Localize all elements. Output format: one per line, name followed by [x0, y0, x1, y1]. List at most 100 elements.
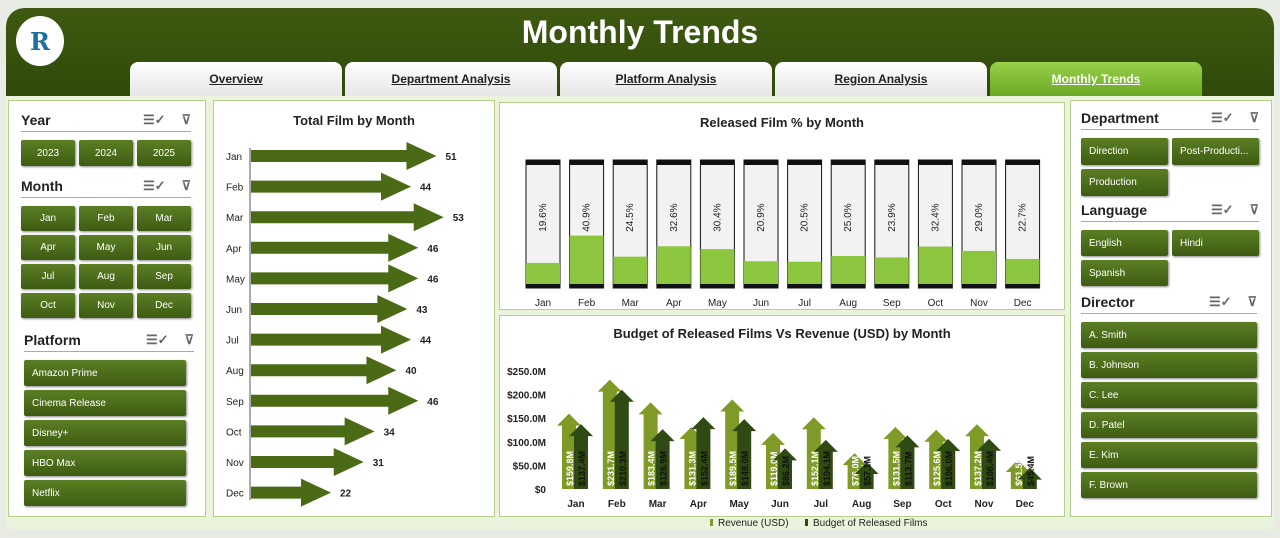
cylinder-base — [526, 284, 560, 288]
director-item[interactable]: E. Kim — [1081, 442, 1257, 468]
department-item[interactable]: Post-Producti... — [1172, 138, 1259, 165]
director-item[interactable]: A. Smith — [1081, 322, 1257, 348]
y-tick-label: $50.0M — [513, 461, 546, 472]
data-label: 44 — [420, 183, 432, 194]
category-label: Mar — [649, 499, 667, 510]
month-item[interactable]: Mar — [137, 206, 191, 231]
arrow-bar — [251, 448, 364, 476]
month-item[interactable]: Jun — [137, 235, 191, 260]
slicer-title: Platform — [24, 331, 81, 348]
cylinder-base — [874, 284, 909, 288]
tab-region-analysis[interactable]: Region Analysis — [775, 62, 987, 96]
slicer-title: Language — [1081, 201, 1148, 218]
director-item[interactable]: C. Lee — [1081, 382, 1257, 408]
tab-monthly-trends[interactable]: Monthly Trends — [990, 62, 1202, 96]
category-label: Aug — [852, 499, 871, 510]
year-item[interactable]: 2023 — [21, 140, 75, 166]
percent-fill — [962, 250, 996, 288]
data-label: $86.2M — [781, 456, 791, 486]
platform-item[interactable]: Netflix — [24, 480, 186, 506]
platform-slicer: Platform ☰✓ ⊽ Amazon Prime Cinema Release Dis… — [24, 331, 194, 506]
arrow-bar — [251, 142, 437, 170]
data-label: 44 — [420, 336, 432, 347]
category-label: Apr — [226, 244, 242, 255]
clear-filter-icon[interactable]: ⊽ — [1249, 202, 1259, 217]
month-item[interactable]: Feb — [79, 206, 133, 231]
cylinder-base — [962, 284, 996, 288]
percent-fill — [700, 249, 735, 288]
legend-swatch — [710, 519, 713, 526]
year-item[interactable]: 2025 — [137, 140, 191, 166]
tab-department-analysis[interactable]: Department Analysis — [345, 62, 557, 96]
year-slicer: Year ☰✓ ⊽ 2023 2024 2025 — [21, 111, 191, 166]
month-item[interactable]: Sep — [137, 264, 191, 289]
data-label: $57.1M — [863, 456, 873, 486]
arrow-bar — [251, 386, 419, 415]
legend-label: Revenue (USD) — [718, 518, 789, 529]
cylinder-cap — [831, 160, 866, 165]
multi-select-icon[interactable]: ☰✓ — [145, 332, 169, 347]
clear-filter-icon[interactable]: ⊽ — [181, 112, 191, 127]
multi-select-icon[interactable]: ☰✓ — [142, 178, 166, 193]
tab-platform-analysis[interactable]: Platform Analysis — [560, 62, 772, 96]
category-label: Sep — [883, 298, 901, 309]
language-item[interactable]: Hindi — [1172, 230, 1259, 256]
director-item[interactable]: B. Johnson — [1081, 352, 1257, 378]
month-item[interactable]: Jul — [21, 264, 75, 289]
clear-filter-icon[interactable]: ⊽ — [181, 178, 191, 193]
data-label: 19.6% — [538, 203, 549, 231]
arrow-bar — [251, 417, 375, 446]
multi-select-icon[interactable]: ☰✓ — [142, 112, 166, 127]
cylinder-cap — [656, 160, 691, 165]
multi-select-icon[interactable]: ☰✓ — [1210, 110, 1234, 125]
data-label: 20.5% — [800, 203, 811, 231]
tab-overview[interactable]: Overview — [130, 62, 342, 96]
director-item[interactable]: D. Patel — [1081, 412, 1257, 438]
language-slicer: Language ☰✓ ⊽ English Hindi Spanish — [1081, 201, 1259, 286]
clear-filter-icon[interactable]: ⊽ — [1247, 294, 1257, 309]
data-label: 22 — [340, 489, 352, 500]
month-item[interactable]: Dec — [137, 293, 191, 318]
department-item[interactable]: Production — [1081, 169, 1168, 196]
month-item[interactable]: Aug — [79, 264, 133, 289]
multi-select-icon[interactable]: ☰✓ — [1208, 294, 1232, 309]
platform-item[interactable]: Amazon Prime — [24, 360, 186, 386]
data-label: 46 — [427, 397, 439, 408]
percent-fill — [1005, 258, 1040, 288]
data-label: 40.9% — [582, 203, 593, 231]
data-label: 32.6% — [669, 203, 680, 231]
data-label: $125.6M — [932, 451, 942, 486]
slicer-header: Language ☰✓ ⊽ — [1081, 201, 1259, 222]
y-tick-label: $0 — [535, 485, 547, 496]
category-label: Jul — [814, 499, 829, 510]
category-label: Jul — [226, 336, 239, 347]
data-label: $126.9M — [659, 451, 669, 486]
department-item[interactable]: Direction — [1081, 138, 1168, 165]
arrow-bar — [251, 325, 411, 354]
month-item[interactable]: Jan — [21, 206, 75, 231]
month-item[interactable]: Oct — [21, 293, 75, 318]
y-tick-label: $100.0M — [507, 438, 546, 449]
arrow-bar — [977, 438, 1001, 489]
data-label: $152.1M — [810, 451, 820, 486]
platform-item[interactable]: Cinema Release — [24, 390, 186, 416]
director-item[interactable]: F. Brown — [1081, 472, 1257, 498]
chart-title: Budget of Released Films Vs Revenue (USD… — [613, 326, 951, 341]
platform-item[interactable]: Disney+ — [24, 420, 186, 446]
page-title: Monthly Trends — [521, 14, 759, 50]
cylinder-base — [613, 284, 648, 288]
platform-item[interactable]: HBO Max — [24, 450, 186, 476]
chart-title: Released Film % by Month — [700, 115, 864, 130]
arrow-bar — [569, 424, 593, 489]
year-item[interactable]: 2024 — [79, 140, 133, 166]
month-item[interactable]: Apr — [21, 235, 75, 260]
month-item[interactable]: Nov — [79, 293, 133, 318]
month-item[interactable]: May — [79, 235, 133, 260]
clear-filter-icon[interactable]: ⊽ — [184, 332, 194, 347]
clear-filter-icon[interactable]: ⊽ — [1249, 110, 1259, 125]
arrow-bar — [691, 417, 716, 489]
chart-title: Total Film by Month — [293, 113, 415, 128]
language-item[interactable]: Spanish — [1081, 260, 1168, 286]
language-item[interactable]: English — [1081, 230, 1168, 256]
multi-select-icon[interactable]: ☰✓ — [1210, 202, 1234, 217]
